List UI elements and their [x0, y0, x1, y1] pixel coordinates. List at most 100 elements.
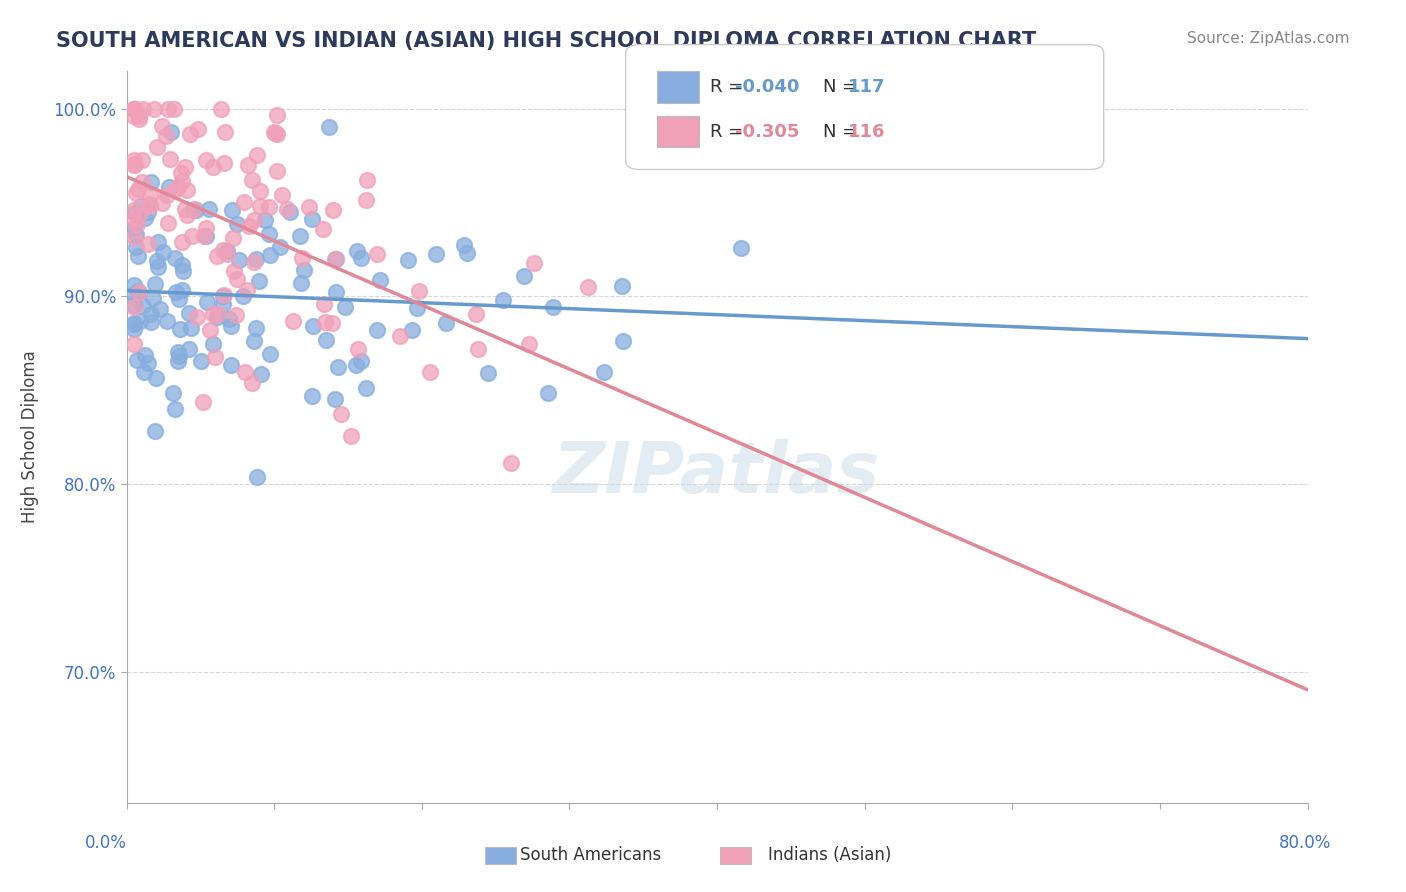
Point — [226, 217, 249, 231]
Point — [146, 235, 169, 250]
Point — [146, 260, 169, 274]
Point — [541, 300, 564, 314]
Point — [146, 254, 169, 268]
Text: R =: R = — [710, 78, 749, 96]
Point — [156, 188, 179, 202]
Point — [122, 300, 145, 314]
Point — [170, 235, 193, 249]
Point — [165, 285, 187, 300]
Point — [207, 307, 229, 321]
Point — [155, 128, 177, 143]
Point — [240, 172, 263, 186]
Point — [326, 360, 349, 375]
Point — [122, 109, 145, 123]
Point — [186, 310, 208, 324]
Point — [132, 364, 155, 378]
Point — [143, 424, 166, 438]
Point — [269, 240, 291, 254]
Point — [346, 244, 368, 258]
Point — [180, 321, 202, 335]
Point — [174, 202, 197, 216]
Point — [156, 102, 179, 116]
Point — [156, 314, 179, 328]
Point — [318, 120, 340, 135]
Point — [233, 366, 256, 380]
Text: Source: ZipAtlas.com: Source: ZipAtlas.com — [1187, 31, 1350, 46]
Text: South Americans: South Americans — [520, 846, 661, 863]
Point — [162, 386, 184, 401]
Point — [389, 329, 412, 343]
Point — [128, 206, 150, 220]
Point — [193, 229, 215, 244]
Text: -0.040: -0.040 — [735, 78, 800, 96]
Point — [129, 199, 152, 213]
Point — [228, 252, 250, 267]
Point — [242, 334, 264, 348]
Point — [219, 318, 242, 333]
Point — [138, 196, 160, 211]
Point — [132, 299, 155, 313]
Text: N =: N = — [823, 123, 862, 141]
Point — [366, 246, 388, 260]
Point — [202, 160, 225, 174]
Point — [249, 199, 271, 213]
Point — [325, 392, 347, 407]
Point — [349, 354, 371, 368]
Point — [122, 287, 145, 301]
Point — [238, 158, 260, 172]
Point — [127, 182, 149, 196]
Point — [145, 371, 167, 385]
Point — [212, 243, 235, 257]
Point — [312, 222, 335, 236]
Point — [136, 205, 159, 219]
Point — [281, 314, 304, 328]
Point — [434, 316, 457, 330]
Point — [160, 125, 183, 139]
Point — [243, 212, 266, 227]
Point — [339, 429, 361, 443]
Point — [278, 205, 301, 219]
Point — [266, 163, 288, 178]
Point — [214, 288, 236, 302]
Point — [128, 112, 150, 127]
Point — [212, 156, 235, 170]
Point — [122, 158, 145, 172]
Point — [141, 175, 163, 189]
Point — [354, 381, 377, 395]
Point — [127, 284, 149, 298]
Point — [406, 301, 429, 315]
Point — [236, 283, 259, 297]
Point — [166, 180, 188, 194]
Point — [149, 301, 172, 316]
Point — [169, 322, 191, 336]
Point — [181, 202, 204, 217]
Point — [325, 285, 347, 300]
Point — [257, 200, 280, 214]
Point — [247, 274, 270, 288]
Point — [730, 241, 752, 255]
Point — [263, 126, 285, 140]
Point — [194, 229, 217, 244]
Point — [170, 166, 193, 180]
Point — [249, 367, 271, 381]
Point — [249, 184, 271, 198]
Point — [124, 157, 146, 171]
Point — [195, 153, 218, 168]
Point — [467, 342, 489, 356]
Point — [221, 358, 243, 372]
Point — [172, 283, 194, 297]
Y-axis label: High School Diploma: High School Diploma — [21, 351, 39, 524]
Point — [139, 308, 162, 322]
Point — [246, 147, 269, 161]
Text: 0.0%: 0.0% — [84, 834, 127, 852]
Point — [200, 323, 222, 337]
Point — [232, 289, 254, 303]
Point — [408, 284, 430, 298]
Point — [243, 254, 266, 268]
Point — [366, 323, 388, 337]
Point — [257, 227, 280, 242]
Point — [321, 316, 343, 330]
Point — [186, 203, 208, 218]
Point — [177, 306, 200, 320]
Point — [396, 253, 419, 268]
